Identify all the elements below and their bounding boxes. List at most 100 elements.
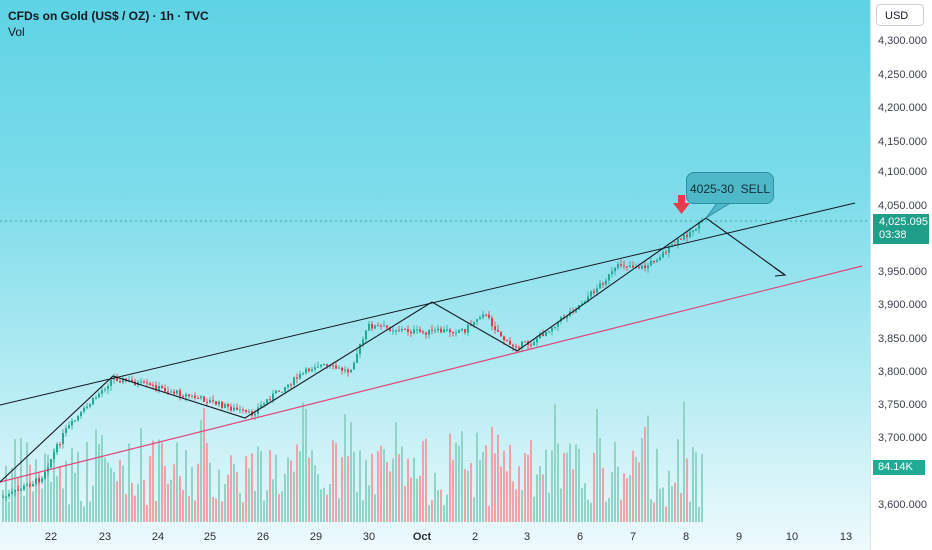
price-chart[interactable] [0, 0, 870, 550]
volume-bar [593, 452, 595, 522]
sell-annotation[interactable]: 4025-30 SELL [686, 172, 774, 204]
volume-bar [482, 451, 484, 522]
volume-bar [8, 501, 10, 522]
volume-bar [191, 467, 193, 522]
volume-bar [23, 496, 25, 522]
candle-body [155, 385, 157, 391]
candle-body [221, 401, 223, 408]
candle-body [119, 381, 121, 383]
volume-bar [611, 472, 613, 522]
candle-body [143, 381, 145, 383]
candle-body [236, 407, 238, 410]
price-tick: 4,050.000 [878, 200, 927, 212]
volume-bar [98, 444, 100, 522]
volume-bar [230, 455, 232, 522]
volume-bar [305, 408, 307, 522]
volume-bar [314, 465, 316, 522]
candle-body [620, 264, 622, 266]
volume-bar [200, 420, 202, 522]
currency-button[interactable]: USD [876, 4, 924, 26]
candle-body [518, 347, 520, 349]
volume-bar [566, 452, 568, 522]
volume-bar [146, 504, 148, 522]
candle-body [602, 283, 604, 285]
candle-body [311, 369, 313, 372]
candle-body [197, 397, 199, 399]
candle-body [68, 425, 70, 429]
volume-bar [260, 451, 262, 522]
candle-body [116, 377, 118, 382]
candle-body [170, 391, 172, 393]
candle-body [89, 404, 91, 407]
candle-body [656, 260, 658, 263]
volume-bar [389, 471, 391, 522]
volume-bar [215, 498, 217, 522]
candle-body [275, 390, 277, 394]
price-tick: 4,250.000 [878, 69, 927, 81]
candle-body [419, 329, 421, 332]
projection-arrowhead [774, 267, 787, 277]
candle-body [641, 265, 643, 269]
price-tick: 3,900.000 [878, 299, 927, 311]
candle-body [665, 252, 667, 254]
volume-bar [197, 463, 199, 522]
volume-bar [239, 492, 241, 522]
candle-body [479, 317, 481, 320]
date-tick: 29 [309, 531, 323, 543]
candle-body [698, 221, 700, 230]
candle-body [224, 404, 226, 408]
volume-bar [464, 469, 466, 522]
candle-body [122, 378, 124, 383]
candle-body [53, 452, 55, 460]
volume-bar [629, 475, 631, 522]
candle-body [344, 369, 346, 371]
candle-body [212, 400, 214, 402]
volume-bar [575, 444, 577, 522]
volume-bar [26, 442, 28, 522]
volume-bar [44, 453, 46, 522]
volume-bar [404, 486, 406, 522]
volume-bar [245, 456, 247, 522]
volume-bar [68, 504, 70, 522]
candle-body [269, 399, 271, 401]
bar-countdown: 03:38 [879, 229, 907, 241]
candle-body [503, 336, 505, 341]
volume-bar [95, 429, 97, 522]
volume-bar [467, 470, 469, 522]
candle-body [29, 484, 31, 487]
volume-bar [386, 462, 388, 522]
volume-bar [494, 453, 496, 522]
candle-body [416, 329, 418, 331]
volume-bar [452, 459, 454, 522]
candle-body [71, 420, 73, 426]
volume-bar [293, 471, 295, 522]
volume-bar [335, 443, 337, 522]
volume-bar [680, 492, 682, 522]
volume-bar [623, 473, 625, 522]
volume-bar [2, 489, 4, 522]
candle-body [41, 478, 43, 483]
candle-body [437, 328, 439, 331]
volume-bar [101, 434, 103, 522]
candle-body [218, 401, 220, 405]
date-tick: 26 [256, 531, 270, 543]
volume-bar [683, 401, 685, 522]
candle-body [83, 407, 85, 412]
candle-body [80, 411, 82, 417]
candle-body [680, 238, 682, 240]
price-axis[interactable] [870, 0, 932, 550]
volume-bar [428, 505, 430, 522]
candle-body [179, 390, 181, 397]
candle-body [11, 491, 13, 494]
volume-bar [299, 451, 301, 522]
candle-body [56, 444, 58, 453]
volume-bar [140, 428, 142, 522]
candle-body [26, 484, 28, 486]
date-tick: 7 [629, 531, 637, 543]
volume-bar [635, 456, 637, 522]
volume-bar [50, 481, 52, 522]
candle-body [62, 433, 64, 445]
volume-bar [134, 495, 136, 522]
candle-body [98, 393, 100, 398]
